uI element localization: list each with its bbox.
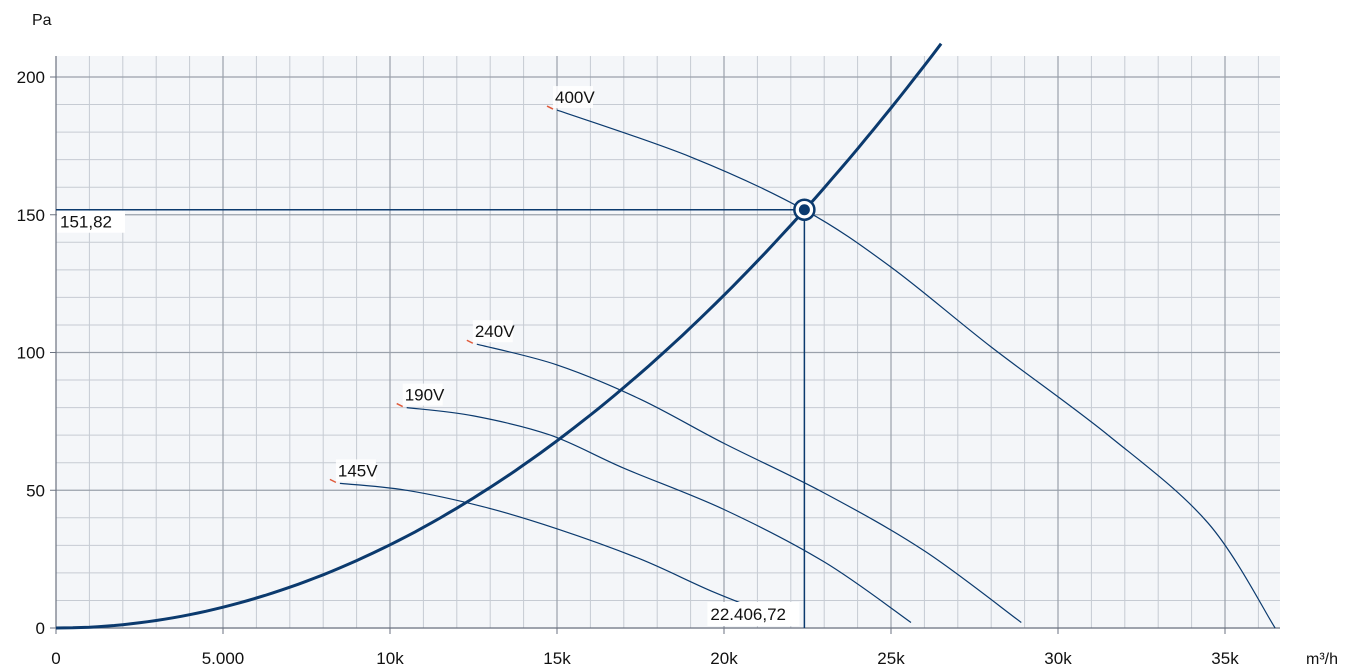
curve-label-marker — [466, 339, 474, 344]
grid-major — [56, 56, 1280, 628]
x-tick-label: 20k — [710, 649, 738, 668]
x-tick-label: 0 — [51, 649, 60, 668]
curve-label-marker — [329, 478, 337, 484]
curve-label-190v: 190V — [405, 386, 445, 405]
y-tick-label: 150 — [17, 206, 45, 225]
op-x-label-backdrop — [707, 602, 800, 626]
operating-point-dot — [798, 204, 810, 216]
curve-label-400v: 400V — [555, 88, 595, 107]
fan-curve-145v — [339, 482, 785, 621]
x-tick-label: 15k — [543, 649, 571, 668]
y-axis-unit: Pa — [32, 12, 52, 29]
curve-label-backdrop — [553, 86, 593, 109]
op-y-label-backdrop — [57, 210, 125, 233]
y-tick-label: 200 — [17, 68, 45, 87]
x-axis-ticks: 0 5.000 10k 15k 20k 25k 30k 35k — [51, 628, 1239, 668]
x-tick-label: 10k — [376, 649, 404, 668]
series-group: 400V 240V 190V 145V — [55, 42, 1276, 630]
y-tick-label: 50 — [26, 481, 45, 500]
fan-curve-190v — [406, 407, 912, 623]
curve-label-240v: 240V — [475, 322, 515, 341]
grid-minor — [56, 56, 1280, 628]
x-tick-label: 5.000 — [202, 649, 245, 668]
curve-label-backdrop — [335, 459, 376, 482]
system-curve — [55, 42, 943, 630]
operating-point-x-label: 22.406,72 — [710, 605, 786, 624]
fan-curve-240v — [476, 343, 1022, 623]
axes — [55, 56, 1280, 629]
operating-point-y-label: 151,82 — [60, 213, 112, 232]
curve-label-backdrop — [472, 320, 513, 343]
x-axis-unit: m³/h — [1306, 651, 1338, 668]
x-tick-label: 35k — [1211, 649, 1239, 668]
y-tick-label: 0 — [36, 619, 45, 638]
y-tick-label: 100 — [17, 344, 45, 363]
x-tick-label: 30k — [1044, 649, 1072, 668]
curve-label-marker — [396, 402, 404, 408]
curve-label-backdrop — [402, 383, 443, 406]
operating-point-group: 151,82 22.406,72 — [56, 198, 816, 628]
plot-background — [56, 56, 1280, 629]
curve-label-marker — [546, 105, 554, 110]
fan-curve-400v — [556, 109, 1276, 629]
curve-label-145v: 145V — [338, 461, 378, 480]
y-axis-ticks: 0 50 100 150 200 — [17, 68, 56, 638]
x-tick-label: 25k — [877, 649, 905, 668]
